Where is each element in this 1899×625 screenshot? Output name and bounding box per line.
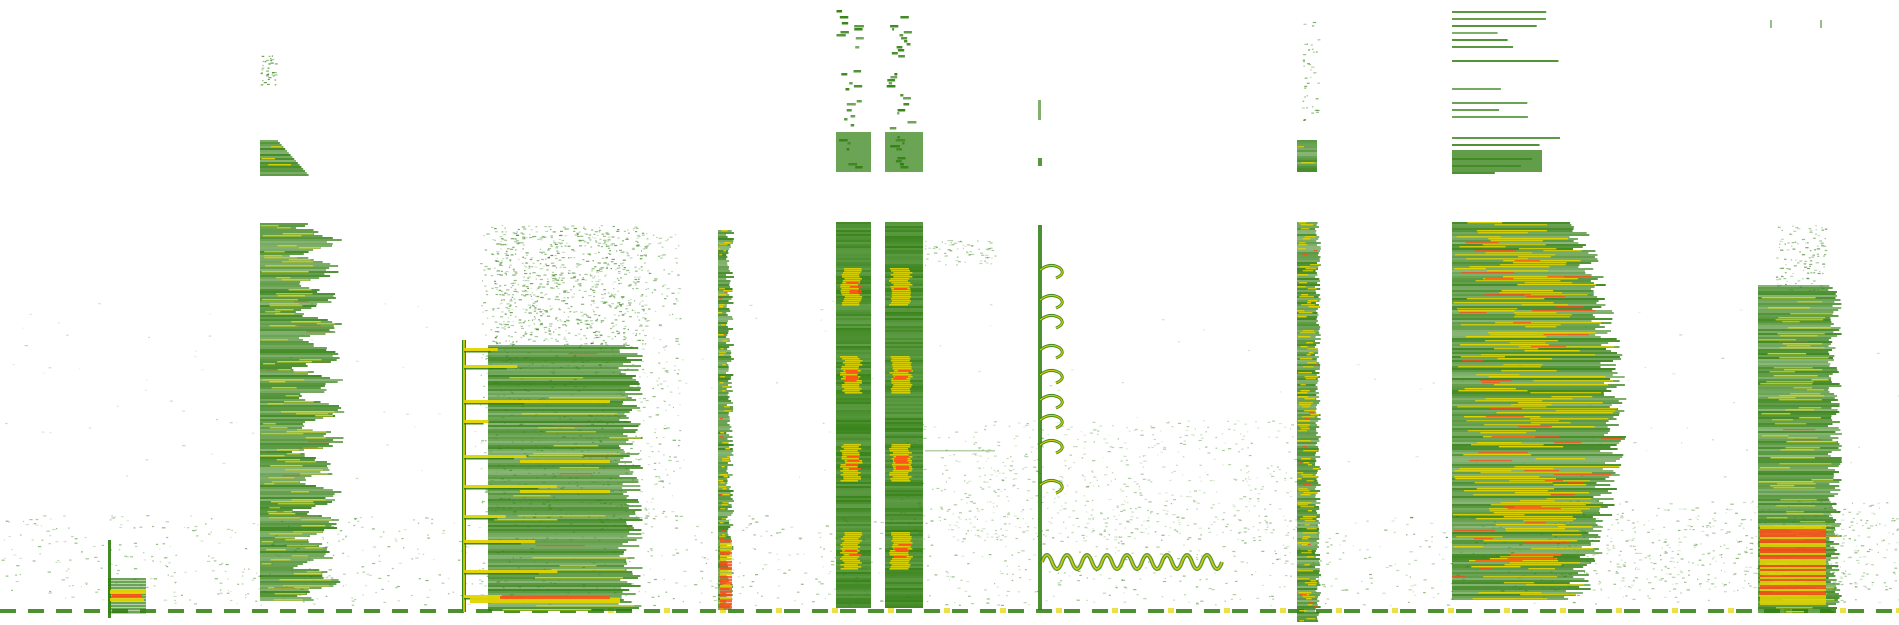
spectral-event-6: [1038, 100, 1224, 610]
spectral-event-7: [1297, 21, 1321, 622]
spectral-event-5: [836, 10, 997, 608]
baseline-dashes: [0, 608, 1899, 613]
spectral-event-3: [462, 225, 652, 612]
spectral-event-2: [260, 55, 345, 601]
spectral-event-4: [718, 230, 734, 610]
spectral-event-1: [108, 540, 146, 618]
spectral-event-8: [1452, 11, 1627, 600]
spectral-event-9: [1758, 20, 1842, 613]
